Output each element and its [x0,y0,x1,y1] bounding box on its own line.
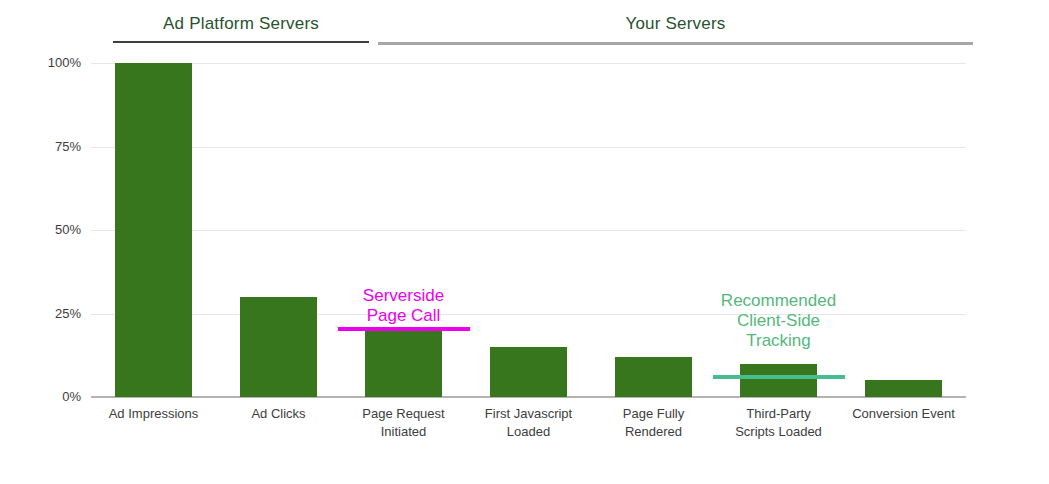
group-header-label: Ad Platform Servers [113,14,369,41]
x-axis-category-label: Conversion Event [831,405,976,423]
bar [490,347,567,397]
x-axis-category-label: Page Fully Rendered [581,405,726,441]
bar [740,364,817,397]
bar [615,357,692,397]
bar [865,380,942,397]
y-axis-tick-label: 0% [21,389,81,404]
x-axis-category-label: First Javascript Loaded [456,405,601,441]
annotation-line [713,375,845,379]
bar [115,63,192,397]
x-axis-category-label: Third-Party Scripts Loaded [706,405,851,441]
gridline [91,230,966,231]
x-axis-category-label: Page Request Initiated [331,405,476,441]
group-underline-dark [113,41,369,43]
annotation-line [338,327,470,331]
gridline [91,63,966,64]
bar-chart: Ad Platform Servers Your Servers 0% 25% 50… [0,0,1049,484]
y-axis-tick-label: 50% [21,222,81,237]
gridline [91,147,966,148]
annotation-label: Serverside Page Call [304,286,504,326]
x-axis-category-label: Ad Impressions [81,405,226,423]
group-underline-gray [378,42,973,45]
group-header-label: Your Servers [378,14,973,41]
y-axis-tick-label: 25% [21,306,81,321]
x-axis-category-label: Ad Clicks [206,405,351,423]
group-header-ad-platform-servers: Ad Platform Servers [113,14,369,41]
y-axis-tick-label: 100% [21,55,81,70]
annotation-label: Recommended Client-Side Tracking [679,291,879,351]
bar [365,330,442,397]
y-axis-tick-label: 75% [21,139,81,154]
group-header-your-servers: Your Servers [378,14,973,41]
